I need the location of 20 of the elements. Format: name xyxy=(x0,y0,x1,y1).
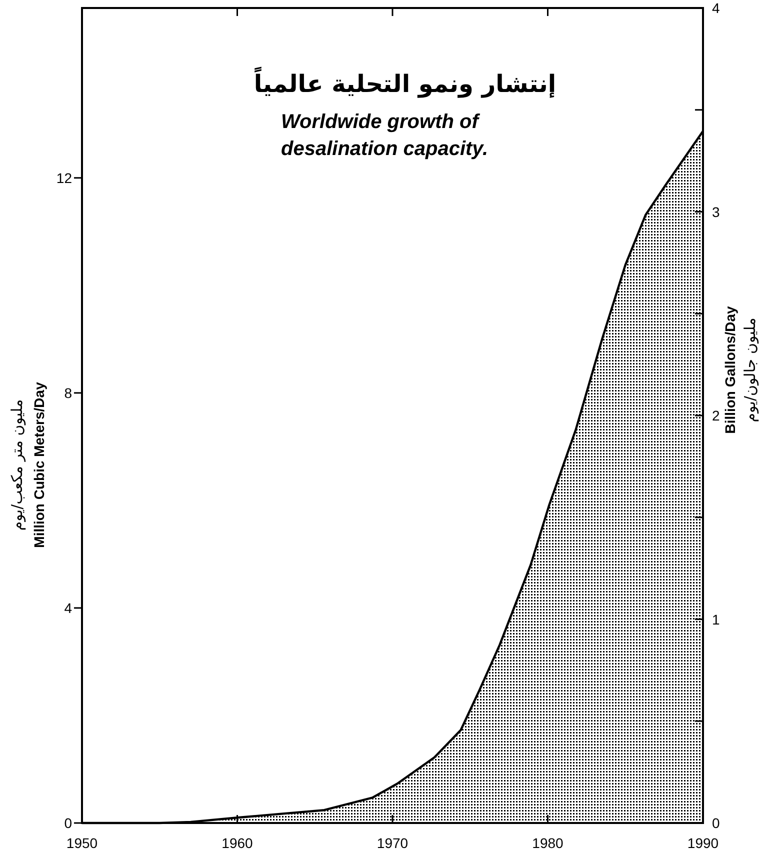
y-tick-label: 8 xyxy=(64,384,72,401)
x-tick-label: 1970 xyxy=(376,835,408,851)
text: إنتشار ونمو التحلية عالمياً xyxy=(254,66,556,98)
text: Worldwide growth of desalination capacity. xyxy=(281,111,488,160)
y2-tick-label: 0 xyxy=(712,815,720,831)
text: مليون جالون/يوم xyxy=(741,318,759,422)
y-axis-title: Million Cubic Meters/Day xyxy=(31,382,47,548)
y2-tick-label: 2 xyxy=(712,408,720,424)
x-tick-label: 1980 xyxy=(532,835,564,851)
x-tick-label: 1960 xyxy=(222,835,254,851)
y2-tick-label: 3 xyxy=(712,204,720,220)
x-tick-label: 1990 xyxy=(687,835,719,851)
y2-tick-label: 1 xyxy=(712,611,720,628)
text: مليون متر مكعب/يوم xyxy=(8,399,26,531)
x-tick-label: 1950 xyxy=(66,835,98,851)
y-tick-label: 4 xyxy=(64,600,72,616)
y-tick-label: 12 xyxy=(56,170,72,186)
y-tick-label: 0 xyxy=(64,815,72,831)
y2-tick-label: 4 xyxy=(712,0,720,16)
y2-axis-title: Billion Gallons/Day xyxy=(722,306,738,434)
